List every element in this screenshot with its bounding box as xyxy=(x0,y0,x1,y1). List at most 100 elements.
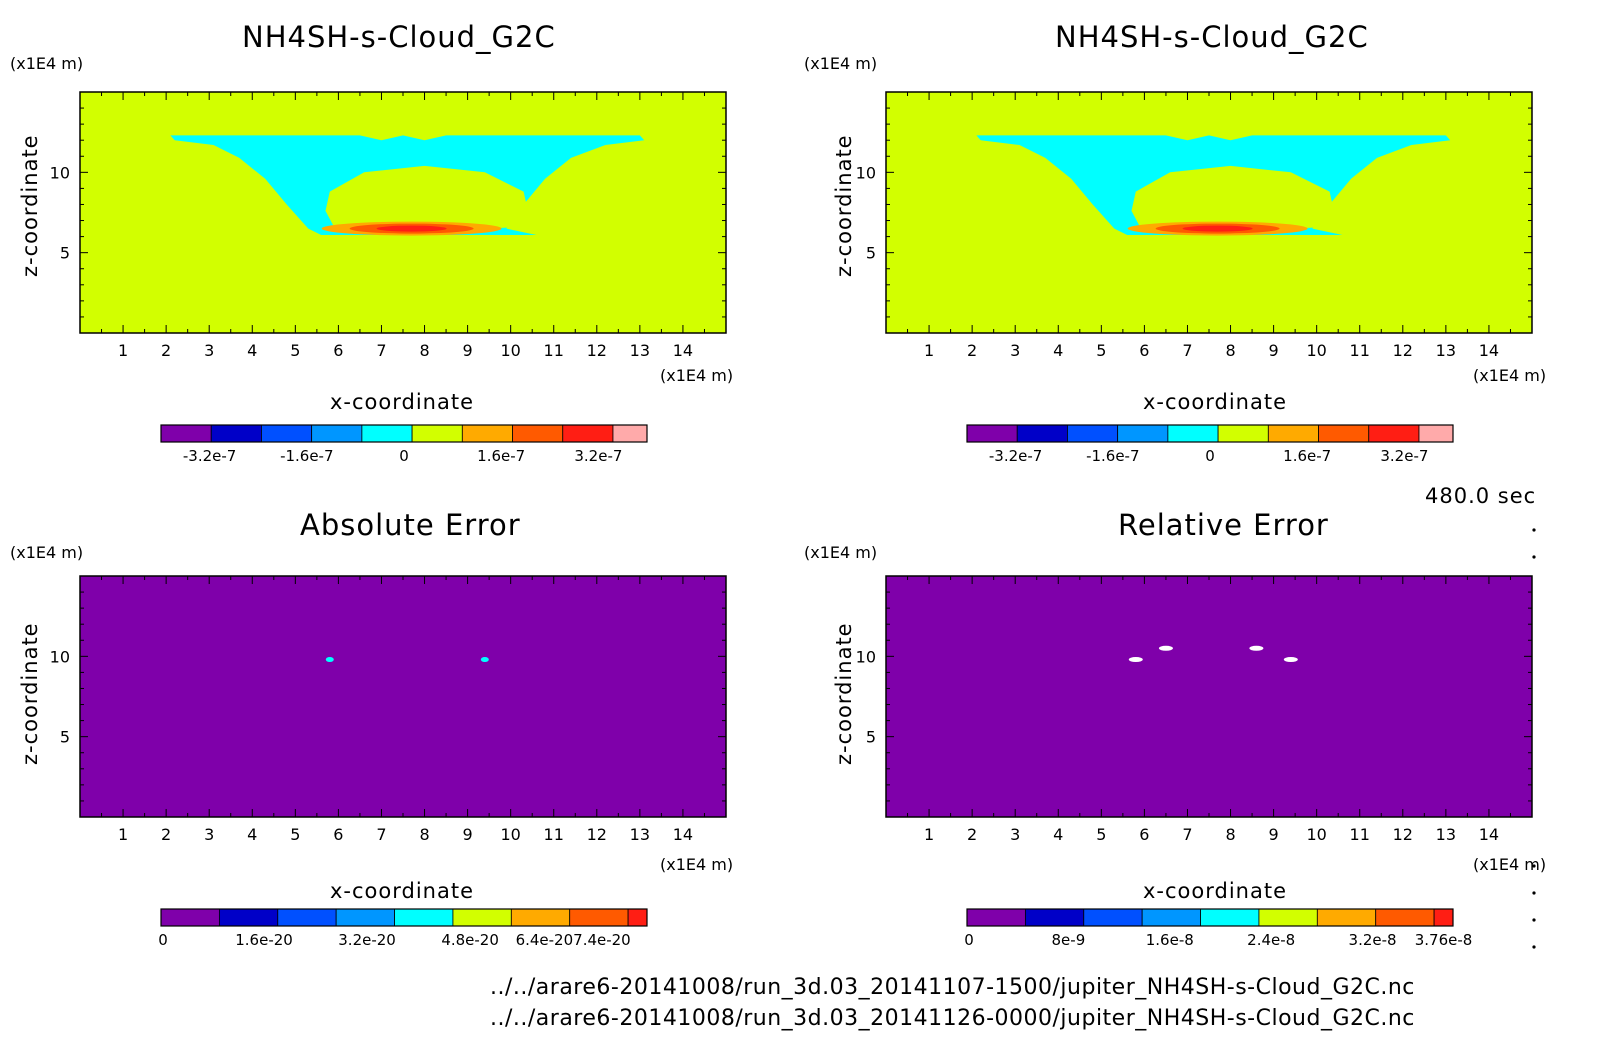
x-tick-label: 2 xyxy=(967,825,977,844)
error-spot xyxy=(1249,645,1264,651)
panel-title: Relative Error xyxy=(1118,508,1329,542)
colorbar-tick-label: 3.2e-7 xyxy=(574,447,622,465)
marker-dot xyxy=(1532,945,1536,949)
x-tick-label: 12 xyxy=(1393,341,1413,360)
y-tick-label: 10 xyxy=(50,163,70,182)
x-tick-label: 4 xyxy=(1053,825,1063,844)
x-tick-label: 7 xyxy=(376,341,386,360)
x-tick-label: 1 xyxy=(118,825,128,844)
y-tick-label: 10 xyxy=(856,647,876,666)
x-tick-label: 7 xyxy=(1182,341,1192,360)
colorbar-tick-label: 1.6e-7 xyxy=(1283,447,1331,465)
colorbar-tick-label: 1.6e-7 xyxy=(477,447,525,465)
time-label: 480.0 sec xyxy=(1425,484,1537,508)
colorbar-frame xyxy=(966,908,1454,927)
colorbar-segment xyxy=(512,424,564,443)
colorbar-tick-label: 0 xyxy=(399,447,409,465)
colorbar-segment xyxy=(1217,424,1269,443)
marker-dot xyxy=(1532,555,1536,559)
x-tick-label: 4 xyxy=(247,341,257,360)
y-axis-label: z-coordinate xyxy=(18,134,42,277)
field-background xyxy=(80,576,726,817)
file-path-2: ../../arare6-20141008/run_3d.03_20141126… xyxy=(490,1006,1415,1031)
x-tick-label: 13 xyxy=(630,825,650,844)
y-tick-label: 5 xyxy=(866,244,876,263)
y-axis-label: z-coordinate xyxy=(832,622,856,765)
error-spot xyxy=(325,657,334,663)
plot-area xyxy=(79,91,727,334)
x-tick-label: 6 xyxy=(1139,825,1149,844)
x-tick-label: 10 xyxy=(1306,341,1326,360)
colorbar-segment xyxy=(1375,908,1435,927)
x-tick-label: 4 xyxy=(1053,341,1063,360)
colorbar-segment xyxy=(160,908,220,927)
y-unit-label: (x1E4 m) xyxy=(804,543,878,562)
x-axis-label: x-coordinate xyxy=(330,879,475,903)
colorbar-tick-label: 3.2e-20 xyxy=(338,931,396,949)
x-tick-label: 5 xyxy=(1096,825,1106,844)
x-tick-label: 5 xyxy=(1096,341,1106,360)
panel-title: NH4SH-s-Cloud_G2C xyxy=(242,20,556,54)
x-tick-label: 9 xyxy=(463,341,473,360)
colorbar-segment xyxy=(411,424,463,443)
colorbar-segment xyxy=(335,908,395,927)
x-unit-label: (x1E4 m) xyxy=(1473,855,1547,874)
colorbar-tick-label: 3.2e-8 xyxy=(1349,931,1397,949)
plot-area xyxy=(885,91,1533,334)
x-tick-label: 6 xyxy=(1139,341,1149,360)
x-tick-label: 13 xyxy=(630,341,650,360)
colorbar-tick-label: 1.6e-8 xyxy=(1146,931,1194,949)
x-tick-label: 9 xyxy=(1269,825,1279,844)
x-tick-label: 9 xyxy=(463,825,473,844)
colorbar-tick-label: 0 xyxy=(964,931,974,949)
colorbar-tick-label: -1.6e-7 xyxy=(280,447,333,465)
x-tick-label: 10 xyxy=(500,341,520,360)
y-unit-label: (x1E4 m) xyxy=(10,543,84,562)
x-tick-label: 5 xyxy=(290,825,300,844)
error-spot xyxy=(1128,657,1143,663)
colorbar-segment xyxy=(1318,424,1370,443)
x-tick-label: 6 xyxy=(333,341,343,360)
marker-dot xyxy=(1532,918,1536,922)
y-unit-label: (x1E4 m) xyxy=(804,54,878,73)
marker-dot xyxy=(1532,891,1536,895)
x-tick-label: 3 xyxy=(204,341,214,360)
x-tick-label: 11 xyxy=(544,825,564,844)
colorbar-tick-label: 0 xyxy=(158,931,168,949)
colorbar-segment xyxy=(612,424,648,443)
x-tick-label: 12 xyxy=(587,825,607,844)
colorbar-segment xyxy=(966,908,1026,927)
cloud-interior xyxy=(1131,165,1334,232)
colorbar-segment xyxy=(210,424,262,443)
x-tick-label: 7 xyxy=(1182,825,1192,844)
x-tick-label: 9 xyxy=(1269,341,1279,360)
colorbar-frame xyxy=(160,424,648,443)
positive-core-peak xyxy=(376,225,447,232)
y-tick-label: 10 xyxy=(856,163,876,182)
colorbar-segment xyxy=(966,424,1018,443)
colorbar-segment xyxy=(311,424,363,443)
x-tick-label: 2 xyxy=(161,825,171,844)
x-tick-label: 10 xyxy=(500,825,520,844)
y-unit-label: (x1E4 m) xyxy=(10,54,84,73)
x-tick-label: 14 xyxy=(1479,825,1499,844)
colorbar-segment xyxy=(1433,908,1454,927)
colorbar-tick-label: 2.4e-8 xyxy=(1247,931,1295,949)
x-tick-label: 14 xyxy=(673,341,693,360)
colorbar-segment xyxy=(261,424,313,443)
colorbar-segment xyxy=(627,908,648,927)
colorbar-segment xyxy=(1083,908,1143,927)
y-tick-label: 5 xyxy=(60,244,70,263)
colorbar-segment xyxy=(277,908,337,927)
colorbar-segment xyxy=(1117,424,1169,443)
x-tick-label: 14 xyxy=(1479,341,1499,360)
x-tick-label: 10 xyxy=(1306,825,1326,844)
x-tick-label: 2 xyxy=(161,341,171,360)
x-axis-label: x-coordinate xyxy=(330,390,475,414)
error-spot xyxy=(1158,645,1173,651)
colorbar-frame xyxy=(160,908,648,927)
x-tick-label: 6 xyxy=(333,825,343,844)
colorbar-segment xyxy=(569,908,629,927)
x-unit-label: (x1E4 m) xyxy=(1473,366,1547,385)
plot-area xyxy=(885,575,1533,818)
